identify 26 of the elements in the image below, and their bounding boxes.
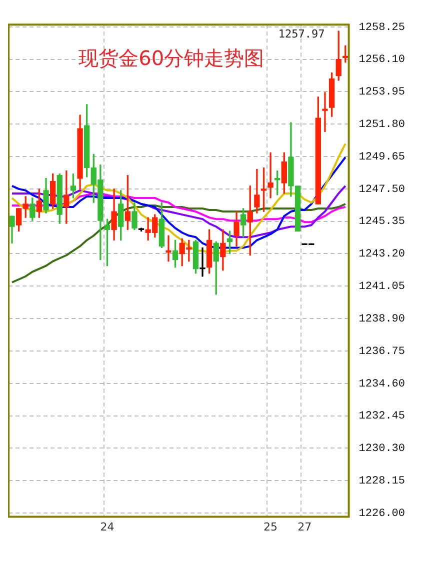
y-tick-label: 1226.00 <box>358 508 406 520</box>
x-tick-label: 24 <box>100 520 114 534</box>
text: 现货金60分钟走势图 <box>78 46 264 70</box>
x-tick-label: 27 <box>298 520 312 534</box>
y-tick-label: 1228.15 <box>358 476 406 488</box>
x-tick-label: 25 <box>264 520 278 534</box>
y-tick-label: 1245.35 <box>358 216 406 228</box>
candlestick <box>322 92 328 132</box>
y-tick-label: 1232.45 <box>358 410 406 423</box>
y-tick-label: 1241.05 <box>358 281 406 294</box>
candlestick <box>268 152 274 198</box>
y-tick-label: 1253.95 <box>358 86 406 99</box>
candlestick <box>166 235 172 262</box>
y-tick-label: 1230.30 <box>358 443 406 456</box>
candlestick <box>64 170 70 224</box>
y-tick-label: 1256.10 <box>358 54 406 66</box>
annotation: 1257.97 <box>278 27 325 40</box>
y-tick-label: 1234.60 <box>358 378 406 390</box>
y-tick-label: 1236.75 <box>358 346 406 358</box>
y-tick-label: 1251.80 <box>358 119 406 131</box>
y-tick-label: 1243.20 <box>358 248 406 261</box>
candlestick <box>200 247 206 277</box>
y-tick-label: 1247.50 <box>358 184 406 196</box>
y-tick-label: 1258.25 <box>358 22 406 34</box>
y-tick-label: 1249.65 <box>358 151 406 164</box>
y-tick-label: 1238.90 <box>358 313 406 326</box>
